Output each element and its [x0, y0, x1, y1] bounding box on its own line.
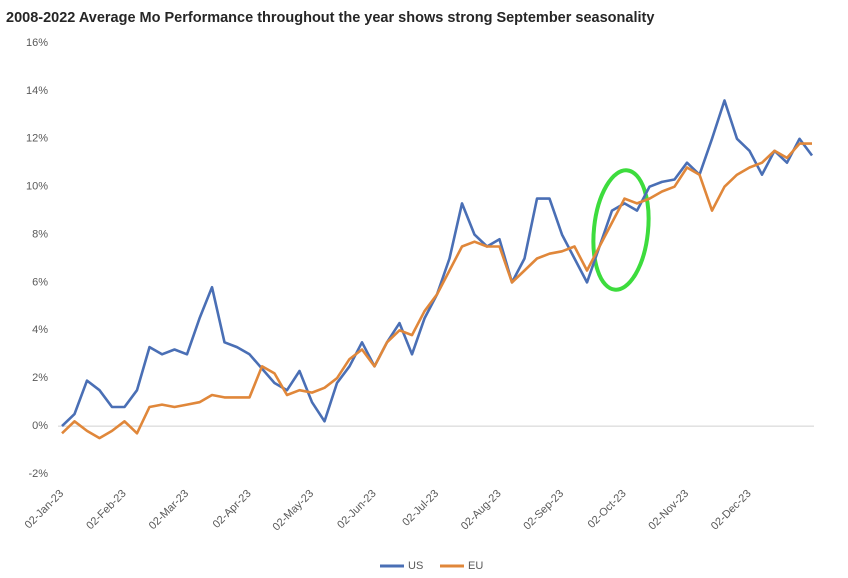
chart-title: 2008-2022 Average Mo Performance through… — [6, 10, 654, 26]
y-tick-label: 8% — [32, 228, 48, 240]
y-tick-label: 12% — [26, 133, 48, 145]
x-tick-label: 02-Apr-23 — [211, 488, 254, 531]
x-tick-label: 02-Jun-23 — [335, 488, 379, 532]
y-tick-label: 2% — [32, 372, 48, 384]
highlight-ellipse — [591, 168, 651, 292]
x-tick-label: 02-Oct-23 — [586, 488, 629, 531]
x-tick-label: 02-Jan-23 — [23, 488, 67, 532]
y-tick-label: 6% — [32, 276, 48, 288]
x-tick-label: 02-Sep-23 — [521, 488, 566, 533]
x-tick-label: 02-Aug-23 — [459, 488, 504, 533]
series-line — [61, 142, 812, 440]
legend: US EU — [380, 560, 483, 572]
y-tick-label: 0% — [32, 420, 48, 432]
series-line — [61, 99, 814, 428]
x-tick-label: 02-Dec-23 — [709, 488, 754, 533]
y-tick-label: 10% — [26, 181, 48, 193]
legend-label: EU — [468, 560, 483, 572]
x-tick-label: 02-Jul-23 — [400, 488, 441, 529]
y-tick-label: 4% — [32, 324, 48, 336]
y-tick-label: 14% — [26, 85, 48, 97]
y-tick-label: 16% — [26, 37, 48, 49]
legend-label: US — [408, 560, 423, 572]
x-tick-label: 02-May-23 — [271, 488, 317, 534]
x-tick-label: 02-Nov-23 — [646, 488, 691, 533]
x-tick-label: 02-Mar-23 — [147, 488, 191, 532]
y-tick-label: -2% — [28, 468, 48, 480]
x-tick-label: 02-Feb-23 — [84, 488, 128, 532]
